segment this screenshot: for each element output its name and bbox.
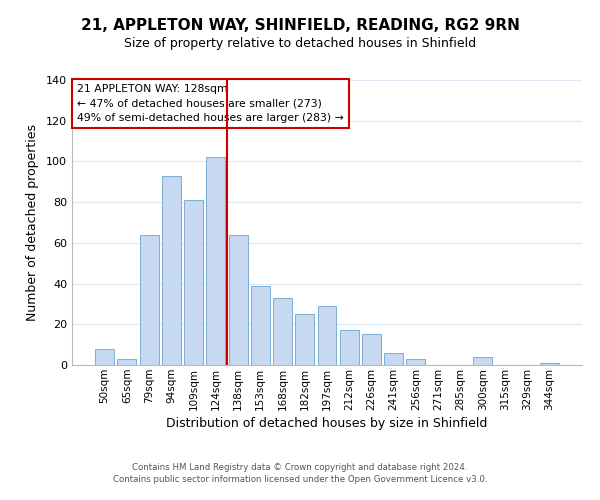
Text: Contains public sector information licensed under the Open Government Licence v3: Contains public sector information licen… xyxy=(113,474,487,484)
Bar xyxy=(362,334,381,365)
Bar xyxy=(406,359,425,365)
Bar xyxy=(295,314,314,365)
Bar xyxy=(162,176,181,365)
Text: Contains HM Land Registry data © Crown copyright and database right 2024.: Contains HM Land Registry data © Crown c… xyxy=(132,464,468,472)
Text: 21, APPLETON WAY, SHINFIELD, READING, RG2 9RN: 21, APPLETON WAY, SHINFIELD, READING, RG… xyxy=(80,18,520,32)
Bar xyxy=(384,353,403,365)
Bar xyxy=(340,330,359,365)
X-axis label: Distribution of detached houses by size in Shinfield: Distribution of detached houses by size … xyxy=(166,417,488,430)
Bar xyxy=(184,200,203,365)
Bar xyxy=(540,363,559,365)
Bar xyxy=(251,286,270,365)
Bar xyxy=(206,158,225,365)
Bar xyxy=(140,234,158,365)
Bar xyxy=(473,357,492,365)
Y-axis label: Number of detached properties: Number of detached properties xyxy=(26,124,39,321)
Text: Size of property relative to detached houses in Shinfield: Size of property relative to detached ho… xyxy=(124,38,476,51)
Bar xyxy=(229,234,248,365)
Bar xyxy=(317,306,337,365)
Bar xyxy=(118,359,136,365)
Text: 21 APPLETON WAY: 128sqm
← 47% of detached houses are smaller (273)
49% of semi-d: 21 APPLETON WAY: 128sqm ← 47% of detache… xyxy=(77,84,344,123)
Bar xyxy=(95,348,114,365)
Bar xyxy=(273,298,292,365)
